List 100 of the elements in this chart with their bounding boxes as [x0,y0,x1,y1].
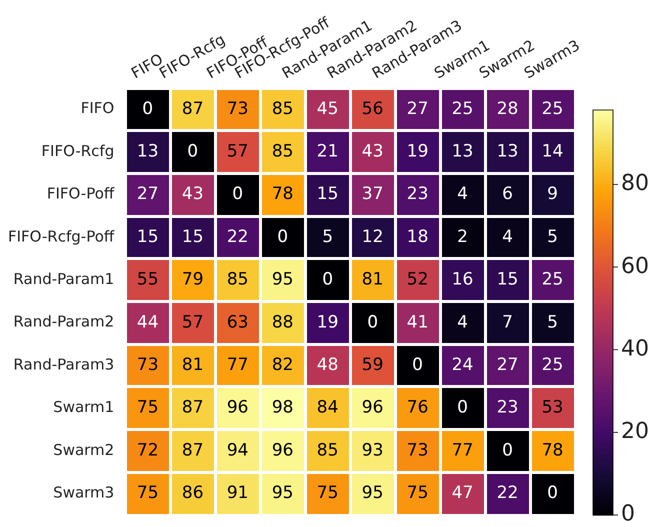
data-label: 4 [502,226,513,247]
data-label: 75 [316,483,338,504]
data-label: 94 [226,440,248,460]
y-tick-label: FIFO-Rcfg [41,142,114,160]
data-label: 84 [316,398,338,418]
data-label: 85 [272,98,294,119]
data-label: 73 [226,98,248,119]
data-label: 72 [136,440,159,460]
data-label: 0 [367,312,378,332]
data-label: 96 [272,440,294,460]
data-label: 57 [226,141,248,162]
data-label: 81 [182,354,204,375]
data-label: 7 [502,312,513,332]
data-label: 91 [226,483,248,504]
data-label: 44 [136,312,159,332]
data-label: 93 [362,440,384,460]
data-label: 82 [272,354,294,375]
data-label: 48 [316,354,338,375]
data-label: 0 [322,270,334,290]
data-label: 0 [232,184,244,204]
data-label: 45 [316,98,338,119]
data-label: 5 [547,312,558,332]
data-label: 0 [412,354,423,375]
data-label: 88 [272,312,294,332]
data-label: 2 [457,226,468,247]
data-label: 13 [136,141,159,162]
data-label: 77 [452,440,474,460]
data-label: 95 [362,483,384,504]
data-label: 78 [542,440,564,460]
data-label: 14 [542,141,564,162]
data-label: 13 [496,141,518,162]
data-label: 85 [316,440,338,460]
data-label: 23 [496,398,518,418]
data-label: 95 [272,483,294,504]
data-label: 43 [362,141,384,162]
data-label: 0 [187,141,198,162]
data-label: 87 [182,440,204,460]
data-label: 0 [547,483,558,504]
data-label: 13 [452,141,474,162]
y-tick-label: Swarm3 [53,484,114,502]
data-label: 22 [226,226,248,247]
data-label: 0 [502,440,513,460]
data-label: 24 [452,354,474,375]
data-label: 96 [362,398,384,418]
data-label: 19 [316,312,338,332]
y-tick-label: FIFO-Poff [46,184,115,203]
data-label: 27 [496,354,518,375]
data-label: 75 [406,483,428,504]
data-label: 59 [362,354,384,375]
y-tick-label: FIFO-Rcfg-Poff [8,227,115,246]
data-label: 0 [142,98,154,119]
data-label: 15 [316,184,338,204]
data-label: 53 [542,398,564,418]
data-label: 23 [406,184,428,204]
data-label: 95 [272,270,294,290]
data-label: 28 [496,98,518,119]
data-label: 0 [457,398,468,418]
color-bar-label: 80 [621,171,649,196]
data-label: 75 [136,483,159,504]
data-label: 96 [226,398,248,418]
data-label: 9 [547,184,558,204]
data-label: 25 [542,98,564,119]
data-label: 25 [452,98,474,119]
data-label: 15 [136,226,159,247]
data-label: 87 [182,398,204,418]
y-tick-label: Rand-Param2 [13,312,114,331]
data-label: 4 [457,184,468,204]
data-label: 43 [182,184,204,204]
data-label: 27 [136,184,159,204]
data-label: 73 [136,354,159,375]
data-label: 25 [542,270,564,290]
data-label: 22 [496,483,518,504]
data-label: 76 [406,398,428,418]
data-label: 85 [226,270,248,290]
data-label: 5 [322,226,334,247]
data-label: 57 [182,312,204,332]
data-label: 73 [406,440,428,460]
data-label: 15 [182,226,204,247]
data-label: 85 [272,141,294,162]
data-label: 55 [136,270,159,290]
data-label: 52 [406,270,428,290]
data-label: 37 [362,184,384,204]
data-label: 78 [272,184,294,204]
data-label: 25 [542,354,564,375]
data-label: 0 [277,226,288,247]
data-label: 87 [182,98,204,119]
y-tick-label: Swarm2 [53,440,114,459]
y-tick-label: Rand-Param3 [13,355,114,374]
data-label: 63 [226,312,248,332]
y-tick-label: FIFO [80,99,114,118]
data-label: 27 [406,98,428,119]
data-label: 81 [362,270,384,290]
data-label: 41 [406,312,428,332]
y-tick-label: Rand-Param1 [13,270,114,288]
data-label: 56 [362,98,384,119]
y-tick-label: Swarm1 [53,398,114,416]
data-label: 47 [452,483,474,504]
data-label: 77 [226,354,248,375]
data-label: 5 [547,226,558,247]
data-label: 18 [406,226,428,247]
